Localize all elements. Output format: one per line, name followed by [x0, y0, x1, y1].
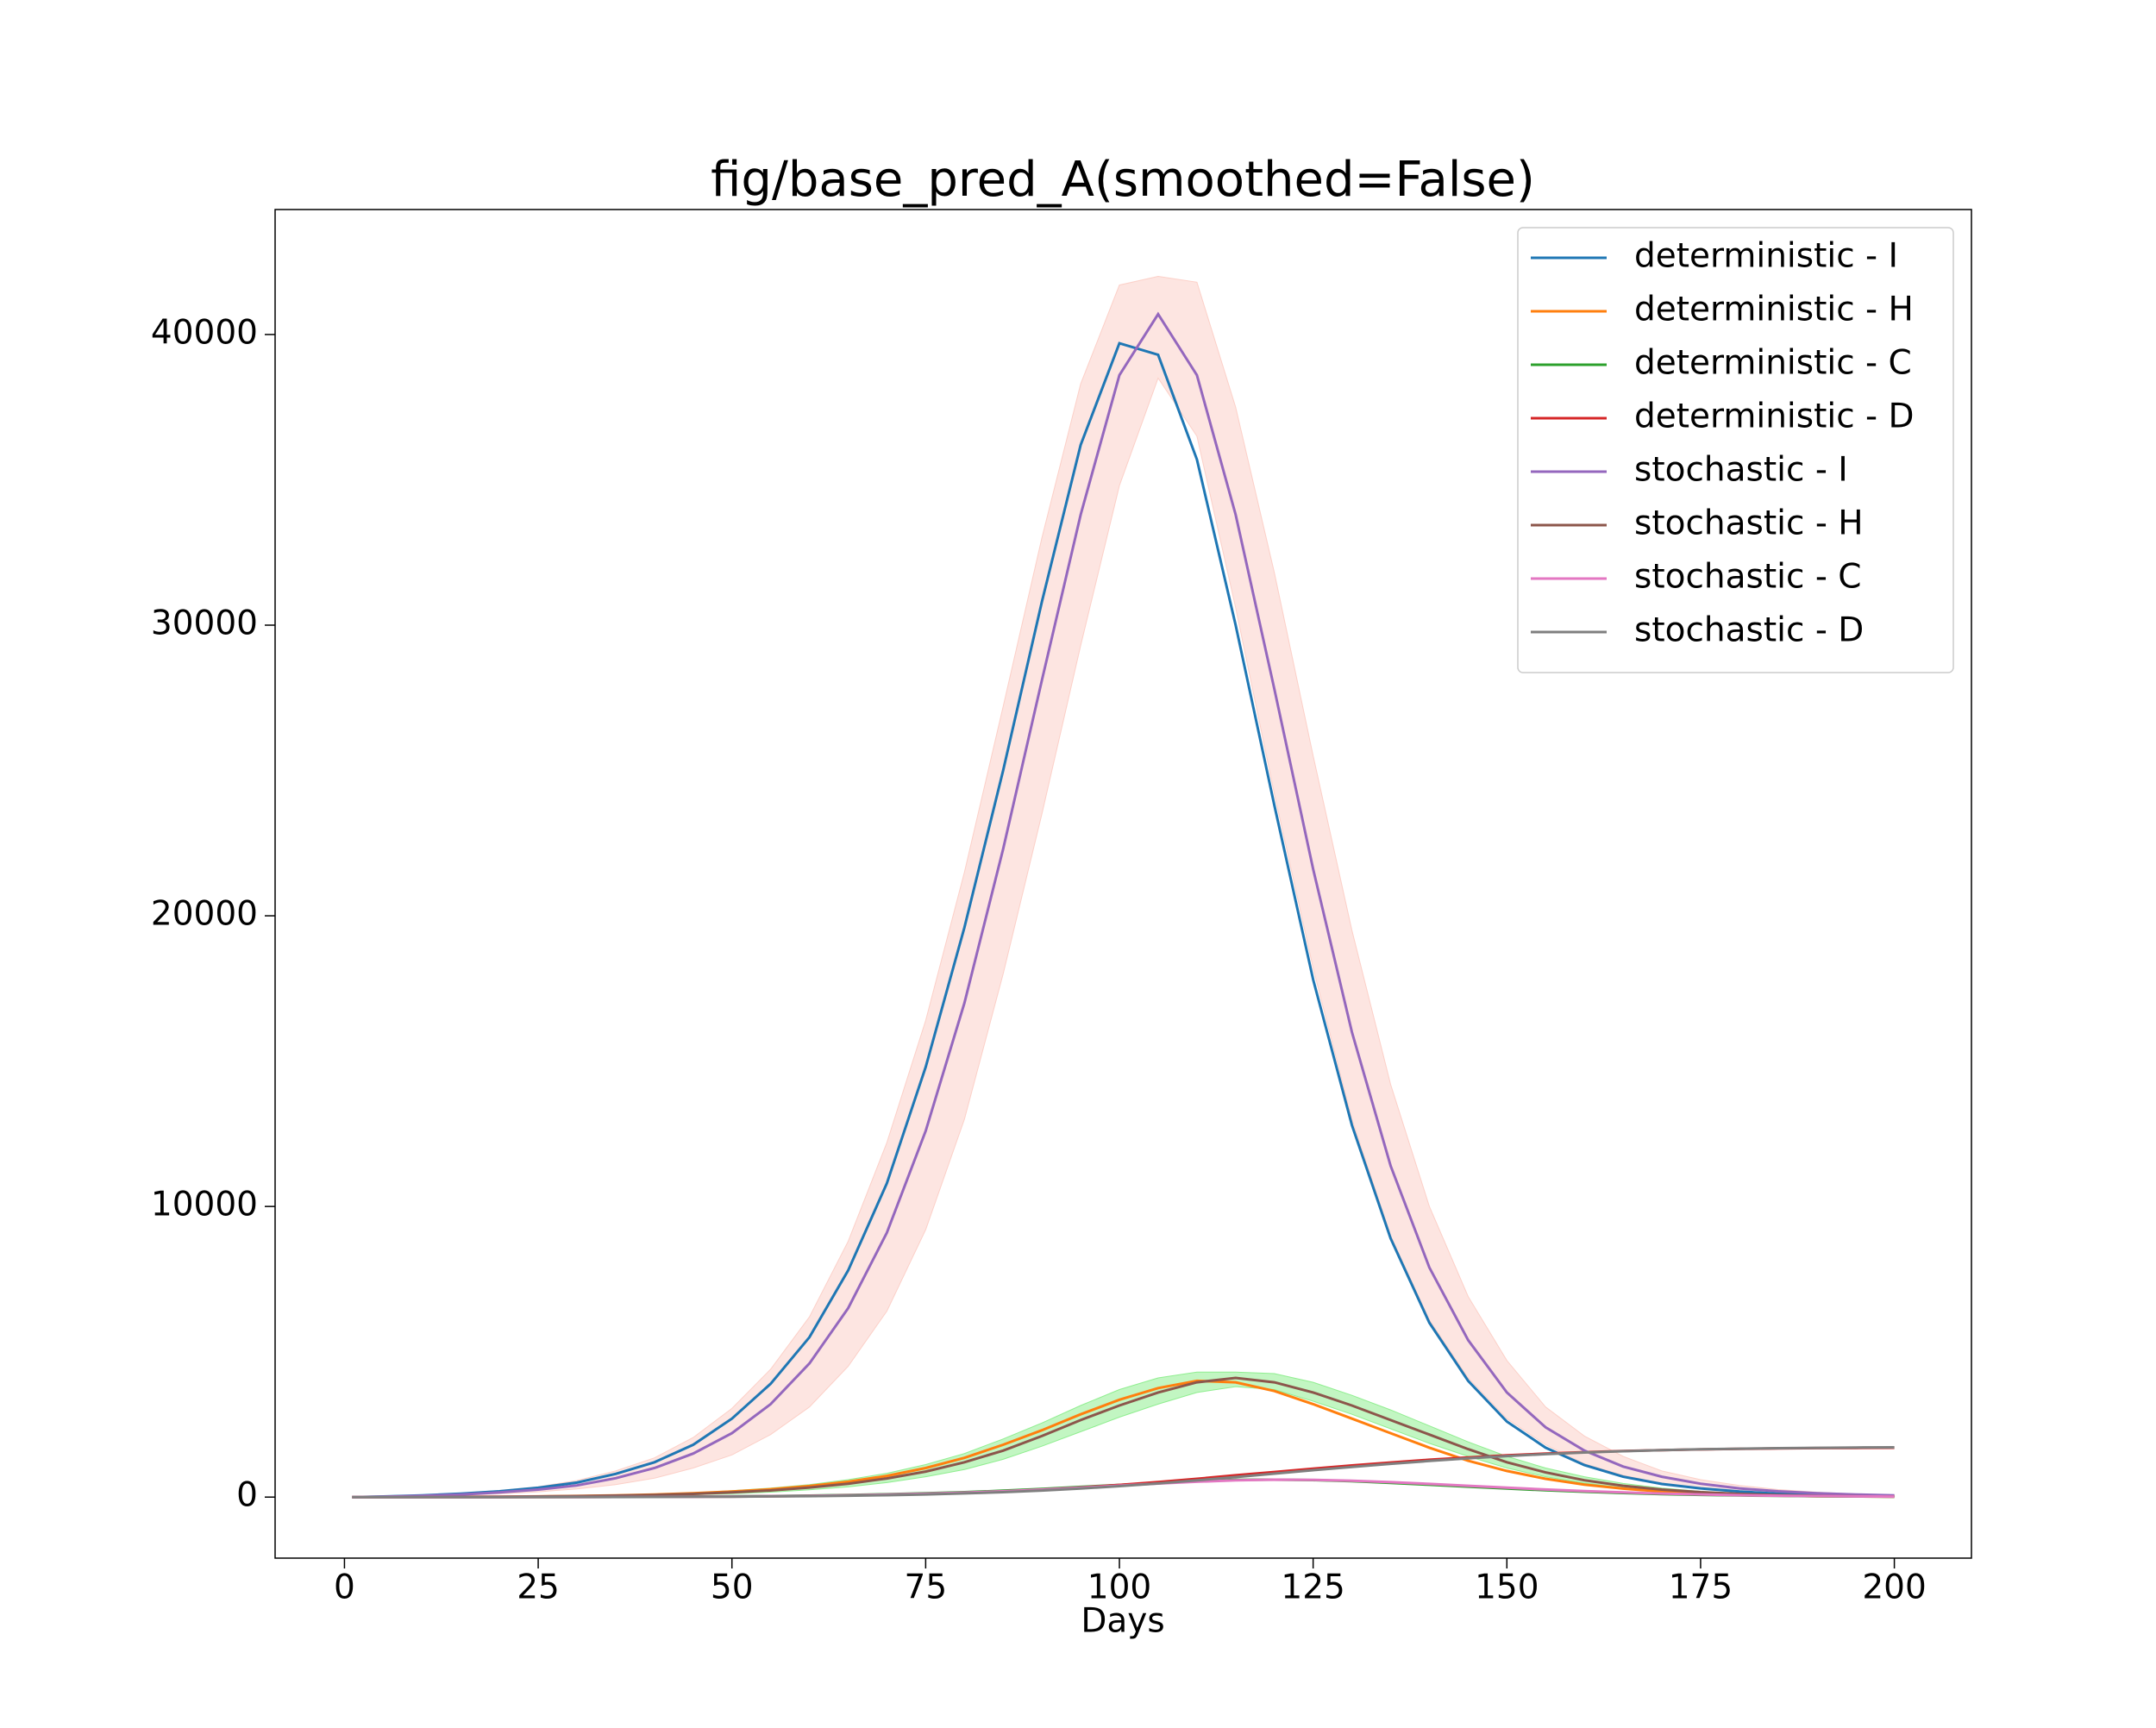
x-tick-label: 25	[517, 1568, 560, 1607]
plot-frame	[274, 209, 1972, 1559]
legend-label: stochastic - C	[1634, 558, 1862, 597]
x-tick-label: 0	[334, 1568, 355, 1607]
series-line	[352, 341, 1895, 1499]
y-tick-label: 40000	[151, 313, 258, 352]
x-tick-label: 100	[1087, 1568, 1151, 1607]
legend-label: deterministic - C	[1634, 344, 1912, 383]
x-tick-label: 175	[1669, 1568, 1733, 1607]
legend-box	[1517, 227, 1954, 673]
legend-label: stochastic - I	[1634, 451, 1848, 490]
y-tick-label: 30000	[151, 604, 258, 643]
y-tick-label: 10000	[151, 1186, 258, 1224]
legend-label: stochastic - H	[1634, 504, 1864, 543]
legend-label: deterministic - D	[1634, 398, 1915, 436]
legend-label: stochastic - D	[1634, 611, 1864, 650]
x-tick-label: 125	[1281, 1568, 1344, 1607]
chart-title: fig/base_pred_A(smoothed=False)	[711, 152, 1535, 208]
x-axis-label: Days	[1081, 1602, 1164, 1641]
y-tick-label: 20000	[151, 895, 258, 934]
legend-label: deterministic - H	[1634, 291, 1914, 329]
x-tick-label: 75	[905, 1568, 948, 1607]
series-line	[352, 1446, 1895, 1499]
series-line	[352, 311, 1895, 1499]
y-tick-label: 0	[236, 1476, 258, 1515]
x-tick-label: 200	[1862, 1568, 1926, 1607]
x-tick-label: 50	[711, 1568, 754, 1607]
legend-label: deterministic - I	[1634, 237, 1898, 276]
x-tick-label: 150	[1475, 1568, 1539, 1607]
